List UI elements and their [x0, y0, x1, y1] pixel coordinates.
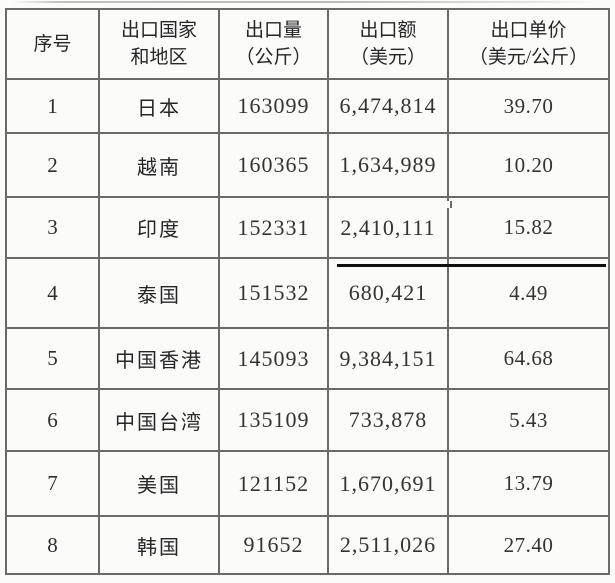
cell-price: 4.49 — [447, 257, 610, 329]
cell-volume: 152331 — [218, 196, 329, 259]
cell-price: 27.40 — [447, 515, 610, 575]
cell-price: 64.68 — [447, 327, 610, 390]
cell-amount: 6,474,814 — [327, 78, 449, 134]
header-label: 出口单价 — [490, 20, 567, 41]
cell-index: 8 — [5, 515, 100, 575]
header-cell-export-volume: 出口量 （公斤） — [218, 8, 329, 80]
header-label: （美元） — [349, 47, 426, 68]
cell-volume: 163099 — [218, 78, 329, 134]
cell-index: 6 — [5, 388, 100, 452]
cell-country: 美国 — [98, 450, 220, 517]
cell-volume: 121152 — [218, 450, 329, 517]
header-label: 出口量 — [244, 20, 302, 41]
cell-index: 7 — [5, 450, 100, 517]
cell-volume: 151532 — [218, 257, 329, 329]
cell-price: 13.79 — [447, 450, 610, 517]
scan-missing-border-artifact — [409, 201, 605, 208]
cell-price: 5.43 — [447, 388, 610, 452]
table-header-row: 序号 出口国家 和地区 出口量 （公斤） 出口额 （美元） — [5, 8, 610, 80]
table-row: 7 美国 121152 1,670,691 13.79 — [5, 450, 610, 517]
cell-volume: 91652 — [218, 515, 329, 575]
export-statistics-table: 序号 出口国家 和地区 出口量 （公斤） 出口额 （美元） — [5, 8, 610, 575]
header-label: （美元/公斤） — [468, 47, 589, 68]
header-label: 出口国家 — [120, 20, 197, 41]
scan-smudge-artifact — [12, 1, 598, 3]
cell-amount: 1,634,989 — [327, 132, 449, 198]
cell-country: 韩国 — [98, 515, 220, 575]
cell-volume: 160365 — [218, 132, 329, 198]
table-row: 2 越南 160365 1,634,989 10.20 — [5, 132, 610, 198]
header-cell-country-region: 出口国家 和地区 — [98, 8, 220, 80]
header-cell-index: 序号 — [5, 8, 100, 80]
cell-country: 泰国 — [98, 257, 220, 329]
cell-volume: 135109 — [218, 388, 329, 452]
cell-price: 10.20 — [447, 132, 610, 198]
cell-amount: 2,511,026 — [327, 515, 449, 575]
cell-index: 3 — [5, 196, 100, 259]
table-row: 1 日本 163099 6,474,814 39.70 — [5, 78, 610, 134]
cell-index: 4 — [5, 257, 100, 329]
table-row: 4 泰国 151532 680,421 4.49 — [5, 257, 610, 329]
cell-amount: 733,878 — [327, 388, 449, 452]
cell-country: 印度 — [98, 196, 220, 259]
column-border-segment — [450, 201, 452, 208]
cell-volume: 145093 — [218, 327, 329, 390]
table-row: 5 中国香港 145093 9,384,151 64.68 — [5, 327, 610, 390]
cell-country: 越南 — [98, 132, 220, 198]
scan-heavy-line-artifact — [337, 264, 606, 267]
table-row: 8 韩国 91652 2,511,026 27.40 — [5, 515, 610, 575]
header-label: 和地区 — [130, 47, 188, 68]
cell-price: 39.70 — [447, 78, 610, 134]
header-cell-export-amount: 出口额 （美元） — [327, 8, 449, 80]
cell-country: 中国台湾 — [98, 388, 220, 452]
cell-index: 2 — [5, 132, 100, 198]
header-cell-unit-price: 出口单价 （美元/公斤） — [447, 8, 610, 80]
table-row: 6 中国台湾 135109 733,878 5.43 — [5, 388, 610, 452]
cell-index: 5 — [5, 327, 100, 390]
header-label: 出口额 — [359, 20, 417, 41]
cell-country: 日本 — [98, 78, 220, 134]
cell-amount: 9,384,151 — [327, 327, 449, 390]
header-label: （公斤） — [235, 47, 312, 68]
cell-country: 中国香港 — [98, 327, 220, 390]
export-table-container: 序号 出口国家 和地区 出口量 （公斤） 出口额 （美元） — [5, 8, 610, 575]
cell-amount: 1,670,691 — [327, 450, 449, 517]
header-label: 序号 — [33, 33, 72, 55]
cell-amount: 680,421 — [327, 257, 449, 329]
cell-index: 1 — [5, 78, 100, 134]
